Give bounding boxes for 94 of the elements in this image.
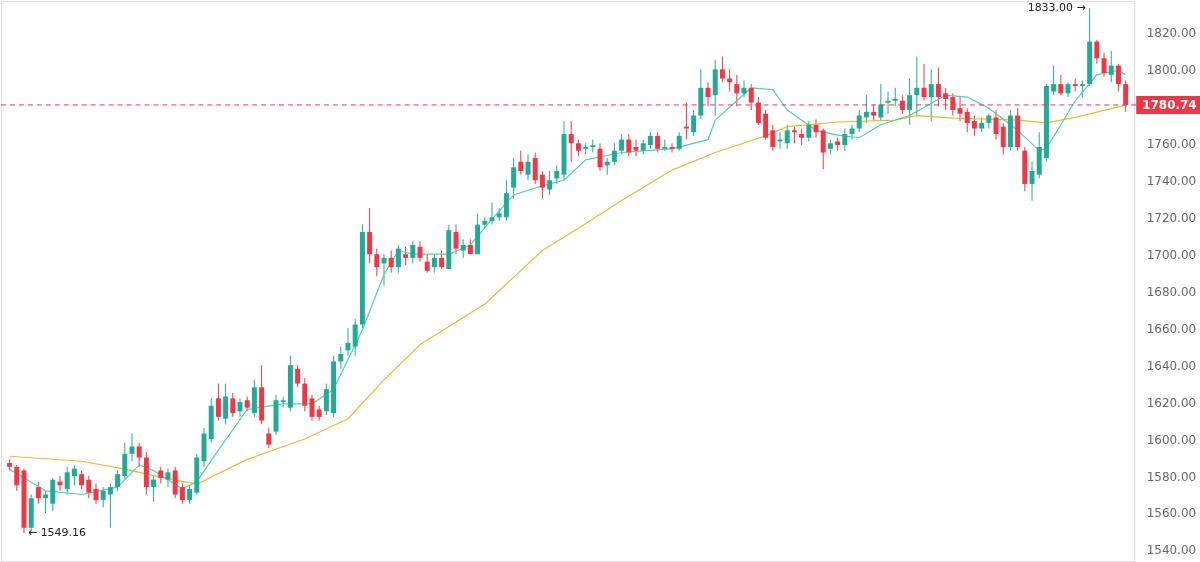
candlestick	[215, 383, 221, 422]
candlestick	[856, 109, 862, 133]
candlestick	[374, 248, 380, 277]
candlestick	[993, 109, 999, 141]
candlestick	[129, 433, 135, 462]
candlestick	[35, 481, 41, 505]
candlestick	[539, 170, 545, 200]
candlestick	[619, 133, 625, 155]
candlestick	[691, 109, 697, 137]
candlestick	[187, 484, 193, 505]
candlestick	[633, 139, 639, 157]
candlestick	[878, 83, 884, 122]
candlestick	[439, 250, 445, 270]
candlestick	[626, 133, 632, 157]
candlestick	[71, 464, 77, 486]
candlestick	[1101, 52, 1107, 78]
candlestick	[971, 115, 977, 137]
candlestick	[302, 377, 308, 412]
candlestick	[115, 469, 121, 492]
y-tick-label: 1600.00	[1146, 432, 1197, 447]
candlestick	[964, 107, 970, 133]
candlestick	[885, 91, 891, 115]
candlestick	[388, 250, 394, 274]
candlestick	[367, 207, 373, 264]
candlestick	[820, 127, 826, 170]
candlestick	[568, 120, 574, 163]
y-tick-label: 1660.00	[1146, 321, 1197, 336]
candlestick	[165, 468, 171, 488]
y-tick-label: 1540.00	[1146, 543, 1197, 558]
candlestick	[338, 346, 344, 370]
candlestick	[921, 63, 927, 102]
candlestick	[554, 164, 560, 185]
candlestick	[676, 131, 682, 152]
candlestick	[669, 142, 675, 154]
candlestick	[518, 150, 524, 176]
candlestick	[813, 118, 819, 139]
y-tick-label: 1640.00	[1146, 358, 1197, 373]
y-tick-label: 1820.00	[1146, 25, 1197, 40]
candlestick	[395, 244, 401, 274]
candlestick	[151, 475, 157, 503]
y-tick-label: 1560.00	[1146, 506, 1197, 521]
y-tick-label: 1800.00	[1146, 62, 1197, 77]
candlestick	[1000, 122, 1006, 155]
candlestick	[136, 442, 142, 468]
candlestick	[79, 469, 85, 490]
candlestick	[907, 78, 913, 126]
y-tick-label: 1740.00	[1146, 173, 1197, 188]
candlestick	[403, 246, 409, 266]
candlestick	[323, 383, 329, 416]
candlestick	[1115, 63, 1121, 93]
candlestick	[511, 157, 517, 200]
candlestick	[849, 124, 855, 141]
candlestick	[14, 464, 20, 492]
candlestick	[1094, 39, 1100, 65]
candlestick	[223, 383, 229, 425]
y-tick-label: 1700.00	[1146, 247, 1197, 262]
candlestick	[914, 55, 920, 117]
candlestick	[424, 253, 430, 274]
y-tick-label: 1680.00	[1146, 284, 1197, 299]
candlestick	[1029, 161, 1035, 202]
candlestick	[1051, 65, 1057, 96]
candlestick	[719, 55, 725, 83]
annotation: 1833.00 →	[1027, 1, 1086, 15]
candlestick	[611, 142, 617, 166]
candlestick	[770, 124, 776, 152]
candlestick	[431, 253, 437, 274]
candlestick	[86, 475, 92, 499]
candlestick	[93, 482, 99, 505]
candlestick	[532, 152, 538, 185]
candlestick	[547, 170, 553, 196]
candlestick	[597, 142, 603, 172]
candlestick	[352, 318, 358, 357]
candlestick	[107, 482, 113, 529]
candlestick	[1058, 74, 1064, 96]
candlestick	[1108, 50, 1114, 83]
candlestick	[64, 466, 70, 496]
candlestick	[655, 131, 661, 154]
candlestick	[410, 240, 416, 264]
candlestick	[806, 120, 812, 142]
candlestick	[100, 486, 106, 508]
candlestick	[179, 482, 185, 505]
annotation: ← 1549.16	[27, 526, 86, 540]
candlestick	[122, 442, 128, 481]
ref-line-label: 1780.74	[1142, 97, 1197, 112]
candlestick	[295, 364, 301, 388]
candlestick	[842, 127, 848, 152]
y-tick-label: 1720.00	[1146, 210, 1197, 225]
candlestick	[266, 427, 272, 449]
y-tick-label: 1620.00	[1146, 395, 1197, 410]
y-tick-label: 1760.00	[1146, 136, 1197, 151]
candlestick	[928, 68, 934, 122]
candlestick	[784, 124, 790, 150]
y-tick-label: 1580.00	[1146, 469, 1197, 484]
candlestick	[230, 392, 236, 418]
